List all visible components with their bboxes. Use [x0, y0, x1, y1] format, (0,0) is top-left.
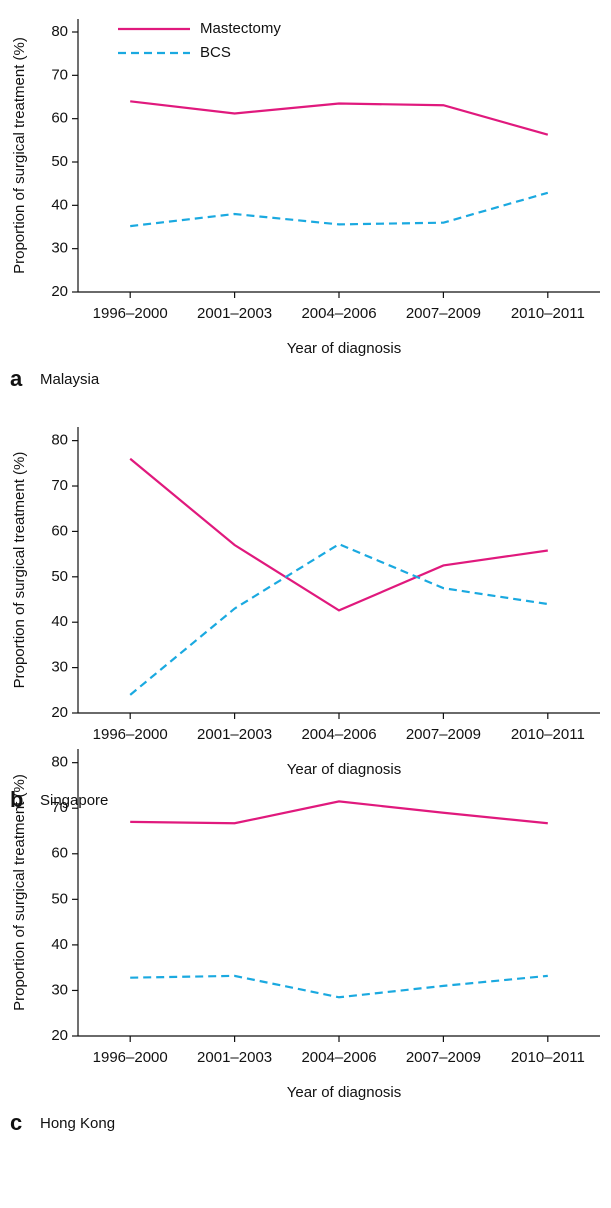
y-tick-label: 80: [51, 432, 68, 449]
x-tick-label: 2001–2003: [197, 1049, 272, 1066]
panel-label: b: [10, 787, 23, 812]
panel-title: Malaysia: [40, 371, 100, 388]
y-tick-label: 40: [51, 936, 68, 953]
x-axis-label: Year of diagnosis: [287, 761, 402, 778]
y-tick-label: 50: [51, 568, 68, 585]
x-tick-label: 2004–2006: [301, 305, 376, 322]
panel-label: c: [10, 1110, 22, 1135]
x-tick-label: 2001–2003: [197, 305, 272, 322]
x-tick-label: 2001–2003: [197, 726, 272, 743]
x-tick-label: 2004–2006: [301, 1049, 376, 1066]
x-tick-label: 1996–2000: [93, 726, 168, 743]
y-tick-label: 30: [51, 659, 68, 676]
y-tick-label: 40: [51, 613, 68, 630]
x-tick-label: 2007–2009: [406, 726, 481, 743]
y-tick-label: 50: [51, 890, 68, 907]
y-tick-label: 20: [51, 283, 68, 300]
y-axis-label: Proportion of surgical treatment (%): [11, 452, 28, 689]
x-tick-label: 2004–2006: [301, 726, 376, 743]
y-tick-label: 60: [51, 522, 68, 539]
x-tick-label: 2010–2011: [511, 305, 585, 322]
y-axis-label: Proportion of surgical treatment (%): [11, 774, 28, 1011]
x-tick-label: 2010–2011: [511, 1049, 585, 1066]
x-axis-label: Year of diagnosis: [287, 1084, 402, 1101]
y-tick-label: 20: [51, 704, 68, 721]
x-tick-label: 1996–2000: [93, 1049, 168, 1066]
series-line: [129, 457, 548, 612]
y-tick-label: 80: [51, 754, 68, 771]
x-tick-label: 2007–2009: [406, 305, 481, 322]
y-tick-label: 60: [51, 110, 68, 127]
y-tick-label: 30: [51, 981, 68, 998]
series-line: [130, 191, 549, 228]
panel-title: Hong Kong: [40, 1115, 115, 1132]
y-tick-label: 60: [51, 845, 68, 862]
y-tick-label: 70: [51, 66, 68, 83]
x-axis-label: Year of diagnosis: [287, 340, 402, 357]
panel-label: a: [10, 366, 23, 391]
y-tick-label: 70: [51, 799, 68, 816]
legend-label: BCS: [200, 44, 231, 61]
series-line: [130, 100, 549, 136]
y-tick-label: 70: [51, 477, 68, 494]
x-tick-label: 1996–2000: [93, 305, 168, 322]
panel-title: Singapore: [40, 792, 108, 809]
y-tick-label: 40: [51, 196, 68, 213]
y-tick-label: 50: [51, 153, 68, 170]
legend-label: Mastectomy: [200, 20, 281, 37]
y-axis-label: Proportion of surgical treatment (%): [11, 37, 28, 274]
y-tick-label: 20: [51, 1027, 68, 1044]
x-tick-label: 2007–2009: [406, 1049, 481, 1066]
series-line: [129, 542, 548, 696]
y-tick-label: 30: [51, 240, 68, 257]
series-line: [130, 800, 548, 825]
series-line: [130, 974, 548, 999]
y-tick-label: 80: [51, 23, 68, 40]
x-tick-label: 2010–2011: [511, 726, 585, 743]
